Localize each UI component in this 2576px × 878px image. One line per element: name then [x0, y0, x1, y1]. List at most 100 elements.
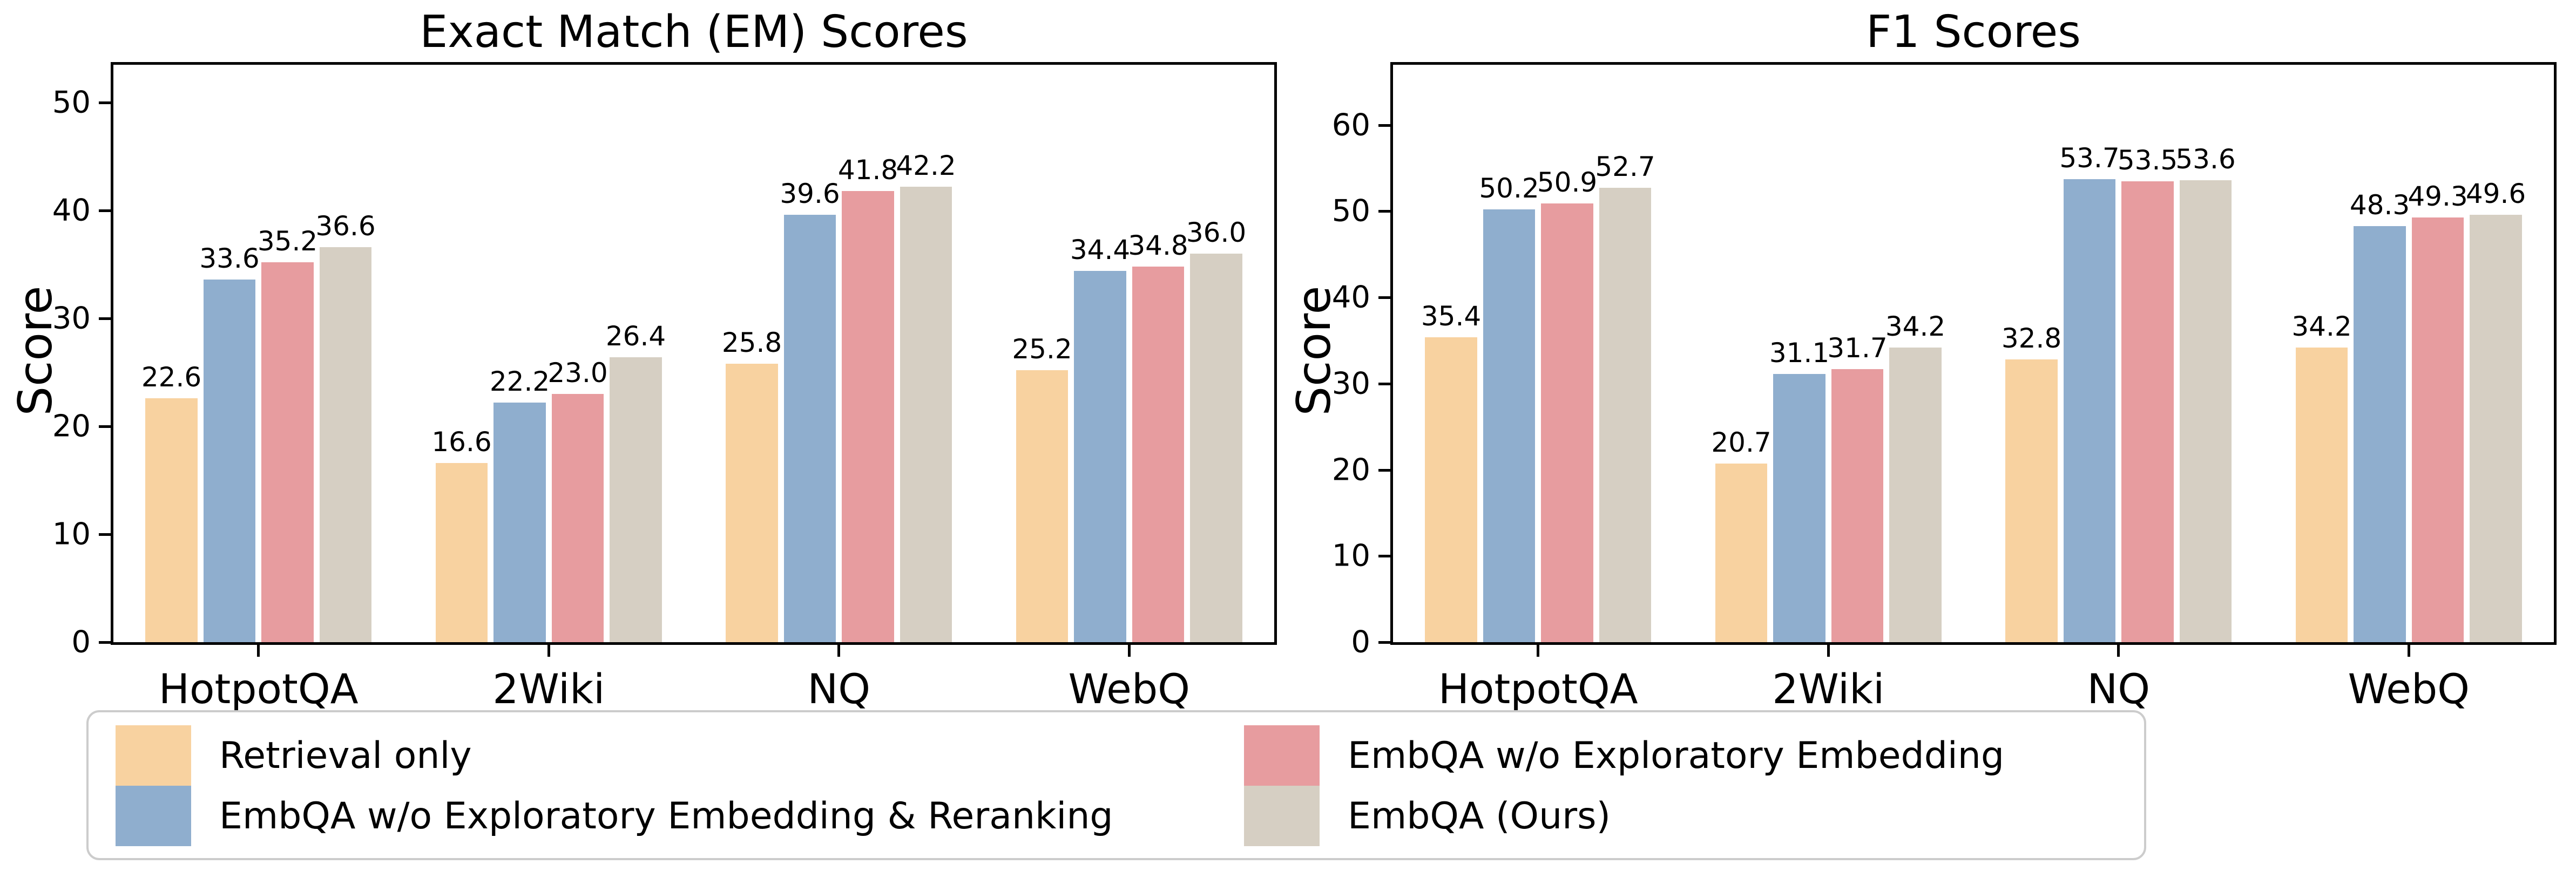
bar [1831, 369, 1884, 642]
bar-value-label: 50.2 [1479, 173, 1539, 205]
legend-swatch-embqa-ours [1244, 786, 1320, 846]
legend-label-embqa-wo-embedding-reranking: EmbQA w/o Exploratory Embedding & Rerank… [219, 794, 1113, 838]
y-tick-label: 30 [52, 301, 91, 336]
f1-plot-area: 0 10 20 30 40 50 60 HotpotQA 35.4 50.2 50.9 52.7 2Wi… [1332, 62, 2557, 713]
bar [2295, 347, 2348, 642]
f1-chart-title: F1 Scores [1866, 6, 2081, 58]
bar-value-label: 36.0 [1186, 217, 1247, 249]
bar [1132, 267, 1185, 642]
bar-value-label: 26.4 [605, 321, 666, 352]
y-tick-mark [1378, 641, 1390, 644]
bar [1016, 370, 1069, 642]
bar [1599, 188, 1652, 642]
y-tick-label: 20 [52, 409, 91, 444]
legend-item-embqa-wo-embedding-reranking: EmbQA w/o Exploratory Embedding & Rerank… [116, 786, 1244, 846]
legend-item-embqa-wo-embedding: EmbQA w/o Exploratory Embedding [1244, 725, 2122, 786]
bar [2411, 217, 2464, 642]
legend-label-retrieval-only: Retrieval only [219, 734, 472, 777]
bar [261, 262, 314, 642]
x-tick-mark [2407, 645, 2410, 657]
bar-value-label: 34.8 [1128, 230, 1188, 261]
bar-value-label: 42.2 [896, 150, 956, 181]
bar-value-label: 48.3 [2349, 189, 2410, 221]
y-tick-label: 50 [52, 85, 91, 120]
bar-value-label: 31.1 [1769, 337, 1830, 369]
y-tick-mark [99, 425, 111, 428]
x-tick-label: NQ [807, 665, 871, 713]
legend-swatch-retrieval-only [116, 725, 191, 786]
bar [145, 398, 198, 642]
bar [1190, 254, 1242, 642]
bar [493, 403, 546, 642]
bar-value-label: 39.6 [780, 178, 840, 209]
bar [1074, 271, 1126, 642]
bar [319, 247, 372, 642]
bar-value-label: 22.2 [489, 366, 550, 397]
x-tick-mark [837, 645, 841, 657]
bar [2354, 226, 2406, 642]
bar [1715, 464, 1768, 642]
x-tick-mark [2117, 645, 2120, 657]
legend-swatch-embqa-wo-embedding-reranking [116, 786, 191, 846]
x-tick-label: HotpotQA [158, 665, 359, 713]
bar-value-label: 35.2 [257, 226, 318, 257]
x-tick-mark [547, 645, 550, 657]
bar [435, 463, 488, 642]
y-tick-mark [1378, 124, 1390, 127]
bar [1483, 209, 1536, 642]
bar [1541, 203, 1593, 642]
y-tick-mark [1378, 382, 1390, 385]
bar [900, 187, 952, 642]
x-tick-label: NQ [2087, 665, 2151, 713]
bar-value-label: 53.7 [2059, 142, 2120, 174]
x-tick-label: 2Wiki [1772, 665, 1885, 713]
bar [2470, 214, 2522, 642]
bar-value-label: 25.8 [721, 327, 782, 358]
bar-value-label: 34.4 [1070, 234, 1131, 266]
bar [551, 394, 604, 642]
bar [2121, 181, 2174, 642]
bar-value-label: 41.8 [837, 154, 898, 186]
bar-value-label: 20.7 [1711, 427, 1772, 459]
bar-value-label: 52.7 [1595, 151, 1655, 183]
bar-value-label: 49.3 [2408, 180, 2468, 212]
x-tick-mark [1537, 645, 1540, 657]
bar-value-label: 53.6 [2175, 144, 2236, 175]
y-tick-label: 10 [1331, 538, 1370, 574]
bar-value-label: 31.7 [1827, 332, 1888, 364]
y-tick-mark [99, 317, 111, 320]
x-tick-label: WebQ [1068, 665, 1191, 713]
em-plot-area: 0 10 20 30 40 50 HotpotQA 22.6 33.6 35.2 36.6 2Wiki… [52, 62, 1277, 713]
y-tick-mark [1378, 210, 1390, 213]
x-tick-label: 2Wiki [492, 665, 605, 713]
bar-value-label: 32.8 [2001, 323, 2062, 355]
bar [1773, 374, 1825, 642]
legend-item-retrieval-only: Retrieval only [116, 725, 1244, 786]
y-tick-mark [99, 533, 111, 536]
y-tick-mark [99, 209, 111, 212]
bar [842, 191, 894, 642]
bar [2063, 179, 2116, 642]
bar [2005, 359, 2058, 642]
y-tick-label: 30 [1331, 366, 1370, 401]
y-tick-label: 60 [1331, 107, 1370, 143]
y-tick-label: 10 [52, 516, 91, 552]
y-tick-label: 40 [52, 193, 91, 228]
y-tick-label: 0 [1351, 624, 1370, 660]
bar [783, 215, 836, 642]
bar-value-label: 49.6 [2465, 178, 2526, 209]
bar-value-label: 50.9 [1537, 167, 1598, 199]
x-tick-mark [1827, 645, 1830, 657]
bar-value-label: 53.5 [2117, 144, 2178, 176]
y-tick-label: 40 [1331, 280, 1370, 315]
x-tick-label: HotpotQA [1438, 665, 1638, 713]
bar [1889, 347, 1942, 642]
y-tick-mark [1378, 296, 1390, 300]
legend-label-embqa-wo-embedding: EmbQA w/o Exploratory Embedding [1348, 734, 2005, 777]
y-tick-label: 0 [71, 624, 91, 660]
bar-value-label: 34.2 [1885, 310, 1946, 342]
bar-value-label: 35.4 [1421, 300, 1482, 332]
y-tick-mark [99, 101, 111, 104]
x-tick-label: WebQ [2348, 665, 2470, 713]
